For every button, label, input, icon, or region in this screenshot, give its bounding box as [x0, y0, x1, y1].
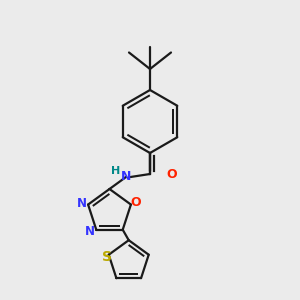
Text: N: N	[76, 196, 86, 209]
Text: H: H	[111, 166, 120, 176]
Text: O: O	[130, 196, 141, 208]
Text: N: N	[121, 170, 131, 184]
Text: O: O	[167, 167, 177, 181]
Text: N: N	[85, 225, 95, 238]
Text: S: S	[102, 250, 112, 264]
